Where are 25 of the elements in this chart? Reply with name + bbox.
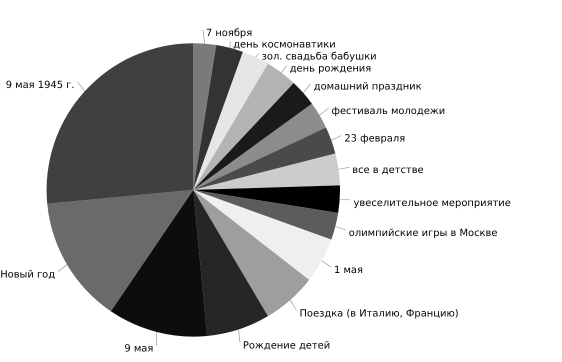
pie-slice [193, 190, 332, 280]
slice-label: зол. свадьба бабушки [262, 52, 377, 63]
slice-label: день рождения [290, 63, 372, 74]
pie-slice [193, 43, 216, 190]
pie-slice [193, 185, 340, 213]
slice-label: день космонавтики [233, 40, 336, 51]
slice-label: 9 мая 1945 г. [6, 80, 75, 91]
slice-label: 9 мая [124, 343, 154, 354]
slice-label: Поездка (в Италию, Францию) [299, 308, 459, 320]
slice-label: Рождение детей [242, 340, 330, 352]
pie-slice [110, 190, 208, 337]
pie-slice [193, 190, 268, 336]
slice-label: домашний праздник [314, 82, 422, 93]
slice-label: увеселительное мероприятие [354, 198, 511, 209]
slice-label: все в детстве [352, 165, 424, 176]
slice-label: фестиваль молодежи [331, 106, 446, 118]
pie-slice [193, 153, 340, 190]
slice-label: олимпийские игры в Москве [348, 228, 498, 239]
slice-label: 7 ноября [206, 28, 252, 39]
pie-slice [193, 82, 312, 190]
slice-label: 1 мая [334, 265, 363, 276]
slice-label: 23 февраля [344, 133, 406, 144]
slice-label: Новый год [0, 270, 56, 281]
pie-slice [193, 104, 326, 190]
pie-slice [193, 190, 338, 240]
